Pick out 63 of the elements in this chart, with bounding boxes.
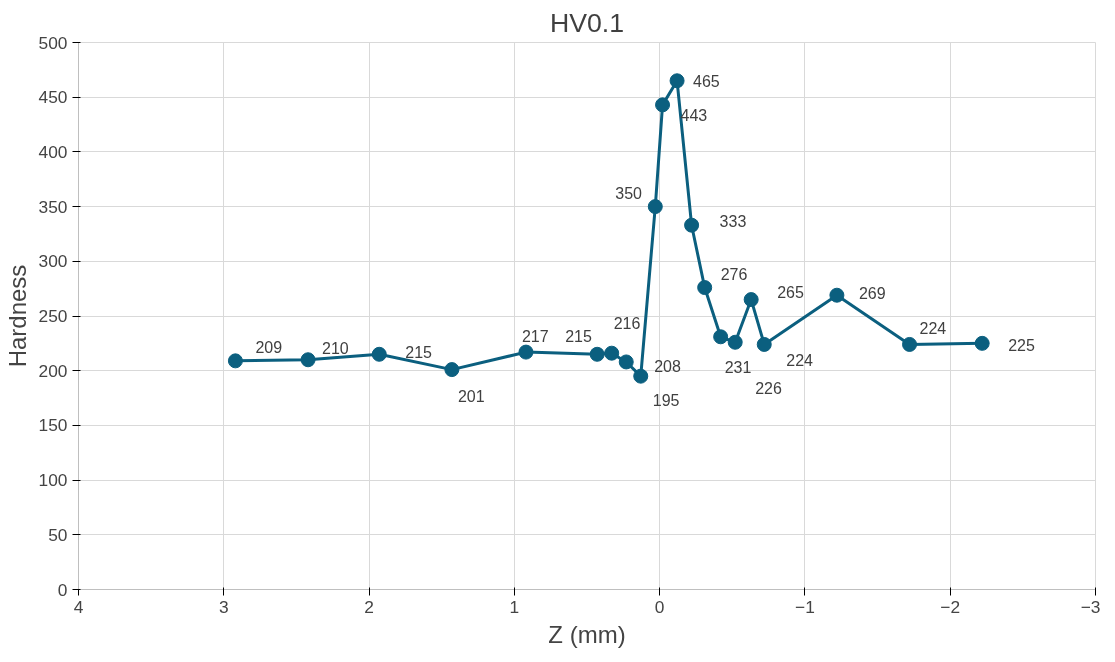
point	[518, 344, 534, 360]
data-label: 210	[322, 339, 349, 357]
point	[684, 217, 700, 233]
point	[655, 97, 671, 113]
point	[300, 352, 316, 368]
y-tick-label: 250	[38, 306, 68, 326]
x-tick-label: 2	[364, 596, 374, 617]
x-tick-label: 0	[654, 596, 665, 617]
x-tick-label: −2	[940, 596, 961, 617]
point	[697, 280, 713, 296]
point	[633, 368, 649, 384]
data-label: 217	[521, 328, 549, 346]
point	[713, 329, 729, 345]
data-label: 201	[457, 387, 485, 405]
y-tick-label: 200	[38, 360, 68, 381]
point	[669, 73, 685, 89]
data-label: 226	[755, 380, 782, 398]
x-tick-label: −1	[795, 596, 815, 617]
point	[743, 292, 759, 308]
data-label: 231	[724, 358, 752, 376]
point	[829, 287, 845, 303]
data-label: 215	[565, 328, 592, 346]
data-label: 225	[1008, 337, 1035, 355]
data-label: 333	[719, 213, 747, 231]
data-label: 215	[405, 344, 433, 362]
point	[604, 345, 620, 361]
y-axis-title: Hardness	[3, 264, 31, 368]
x-tick-label: 3	[218, 596, 229, 617]
data-label: 276	[720, 265, 748, 283]
data-label: 224	[786, 352, 814, 370]
point	[589, 346, 605, 362]
data-label: 265	[777, 283, 804, 301]
point	[902, 336, 918, 352]
point	[727, 334, 743, 350]
y-tick-label: 450	[38, 87, 68, 108]
data-label: 195	[652, 392, 680, 410]
point	[227, 353, 243, 369]
point	[756, 336, 772, 352]
y-tick-label: 350	[38, 196, 68, 217]
y-tick-label: 300	[38, 251, 68, 272]
point	[974, 335, 990, 351]
data-label: 224	[919, 320, 947, 338]
y-tick-label: 50	[48, 524, 68, 545]
point	[647, 199, 663, 215]
y-tick-label: 100	[38, 470, 68, 491]
y-tick-label: 150	[38, 415, 68, 436]
x-tick-label: 1	[509, 596, 520, 617]
data-label: 209	[255, 338, 283, 356]
chart-title: HV0.1	[549, 7, 625, 38]
point	[444, 362, 460, 378]
x-tick-label: 4	[73, 596, 84, 617]
y-tick-label: 0	[57, 579, 68, 600]
x-tick-label: −3	[1080, 596, 1101, 617]
data-label: 208	[654, 357, 682, 375]
data-label: 216	[613, 315, 641, 333]
y-tick-label: 500	[38, 32, 68, 53]
data-label: 350	[615, 184, 643, 202]
point	[371, 346, 387, 362]
data-label: 269	[858, 285, 886, 303]
y-tick-label: 400	[38, 141, 68, 162]
point	[618, 354, 634, 370]
x-axis-title: Z (mm)	[548, 620, 626, 648]
data-label: 465	[693, 72, 720, 90]
